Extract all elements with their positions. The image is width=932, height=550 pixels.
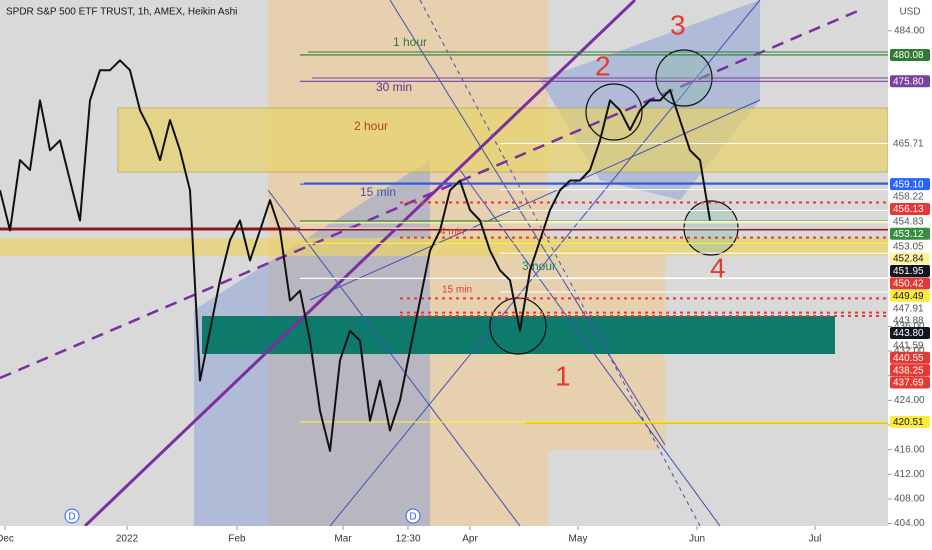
price-tag — [890, 48, 930, 61]
price-tag — [890, 415, 930, 428]
annotation: 3 hour — [522, 259, 556, 273]
annotation: 4 min — [440, 227, 464, 238]
annotation: 1 hour — [393, 35, 427, 49]
price-tag-label: 438.25 — [893, 365, 924, 376]
y-tick-label: 408.00 — [894, 494, 925, 505]
channel-line — [267, 189, 521, 526]
series — [0, 59, 711, 452]
event-label: D — [68, 512, 75, 523]
annotation: 15 min — [360, 185, 396, 199]
price-tag — [890, 252, 930, 265]
x-tick-label: 2022 — [116, 534, 139, 545]
price-tag-label: 456.13 — [893, 204, 924, 215]
event-label: D — [409, 512, 416, 523]
annotation: 4 — [710, 252, 726, 283]
levels — [300, 54, 888, 423]
zone — [117, 107, 888, 173]
price-tag-label: 440.55 — [893, 353, 924, 364]
y-tick-label: 416.00 — [894, 444, 925, 455]
y-tick-label: 484.00 — [894, 25, 925, 36]
annotation: 3 — [670, 9, 686, 40]
price-tag-label: 475.80 — [893, 76, 924, 87]
price-tag — [890, 264, 930, 277]
price-tag — [890, 364, 930, 377]
zone — [0, 238, 888, 256]
price-label: 443.88 — [893, 316, 924, 327]
price-tag — [890, 289, 930, 302]
trend-line — [83, 0, 637, 526]
time-axis — [0, 526, 888, 550]
price-tag — [890, 376, 930, 389]
time-band — [268, 0, 388, 526]
y-tick-label: 432.00 — [894, 346, 925, 357]
x-tick-label: 12:30 — [395, 534, 420, 545]
annotation: 2 hour — [354, 119, 388, 133]
annotation: 30 min — [376, 80, 412, 94]
price-tag — [890, 351, 930, 364]
annotation: 1 — [555, 360, 571, 391]
event-icon — [64, 508, 80, 524]
price-tag-label: 480.08 — [893, 50, 924, 61]
price-label: 441.59 — [893, 341, 924, 352]
price-tag-label: 450.42 — [893, 279, 924, 290]
price-label: 453.05 — [893, 241, 924, 252]
circle-marker — [489, 297, 547, 355]
channel-line — [459, 169, 721, 526]
price-tag-label: 452.84 — [893, 254, 924, 265]
price-tag-label: 437.69 — [893, 378, 924, 389]
x-tick-label: Mar — [334, 534, 352, 545]
x-tick-label: Dec — [0, 534, 14, 545]
price-tag — [890, 326, 930, 339]
chart-title: SPDR S&P 500 ETF TRUST, 1h, AMEX, Heikin… — [6, 7, 237, 18]
x-tick-label: Feb — [228, 534, 246, 545]
circle-marker — [585, 83, 643, 141]
price-tag-label: 449.49 — [893, 291, 924, 302]
x-tick-label: Apr — [462, 534, 478, 545]
y-tick-label: 404.00 — [894, 518, 925, 529]
y-tick-label: 412.00 — [894, 469, 925, 480]
circle-marker — [655, 49, 713, 107]
x-tick-label: May — [569, 534, 588, 545]
price-tag-label: 443.80 — [893, 328, 924, 339]
y-tick-label: 424.00 — [894, 395, 925, 406]
time-band — [388, 0, 548, 526]
price-tag — [890, 75, 930, 88]
channel-line — [329, 0, 761, 526]
axis-unit: USD — [899, 7, 920, 18]
x-tick-label: Jul — [809, 534, 822, 545]
price-tag-label: 420.51 — [893, 417, 924, 428]
price-tag-label: 459.10 — [893, 179, 924, 190]
trend-line — [0, 8, 861, 380]
price-label: 458.22 — [893, 192, 924, 203]
x-tick-label: Jun — [689, 534, 705, 545]
price-tag — [890, 277, 930, 290]
price-label: 447.91 — [893, 303, 924, 314]
price-label: 454.83 — [893, 217, 924, 228]
price-tag — [890, 178, 930, 191]
annotation: 15 min — [442, 285, 472, 296]
annotation: 2 — [595, 50, 611, 81]
price-tag-label: 451.95 — [893, 266, 924, 277]
y-tick-label: 436.00 — [894, 321, 925, 332]
event-icon — [405, 508, 421, 524]
price-label: 465.71 — [893, 139, 924, 150]
channel-line — [419, 0, 701, 526]
price-tag — [890, 227, 930, 240]
price-line — [0, 59, 711, 452]
price-tag-label: 453.12 — [893, 229, 924, 240]
price-tag — [890, 202, 930, 215]
